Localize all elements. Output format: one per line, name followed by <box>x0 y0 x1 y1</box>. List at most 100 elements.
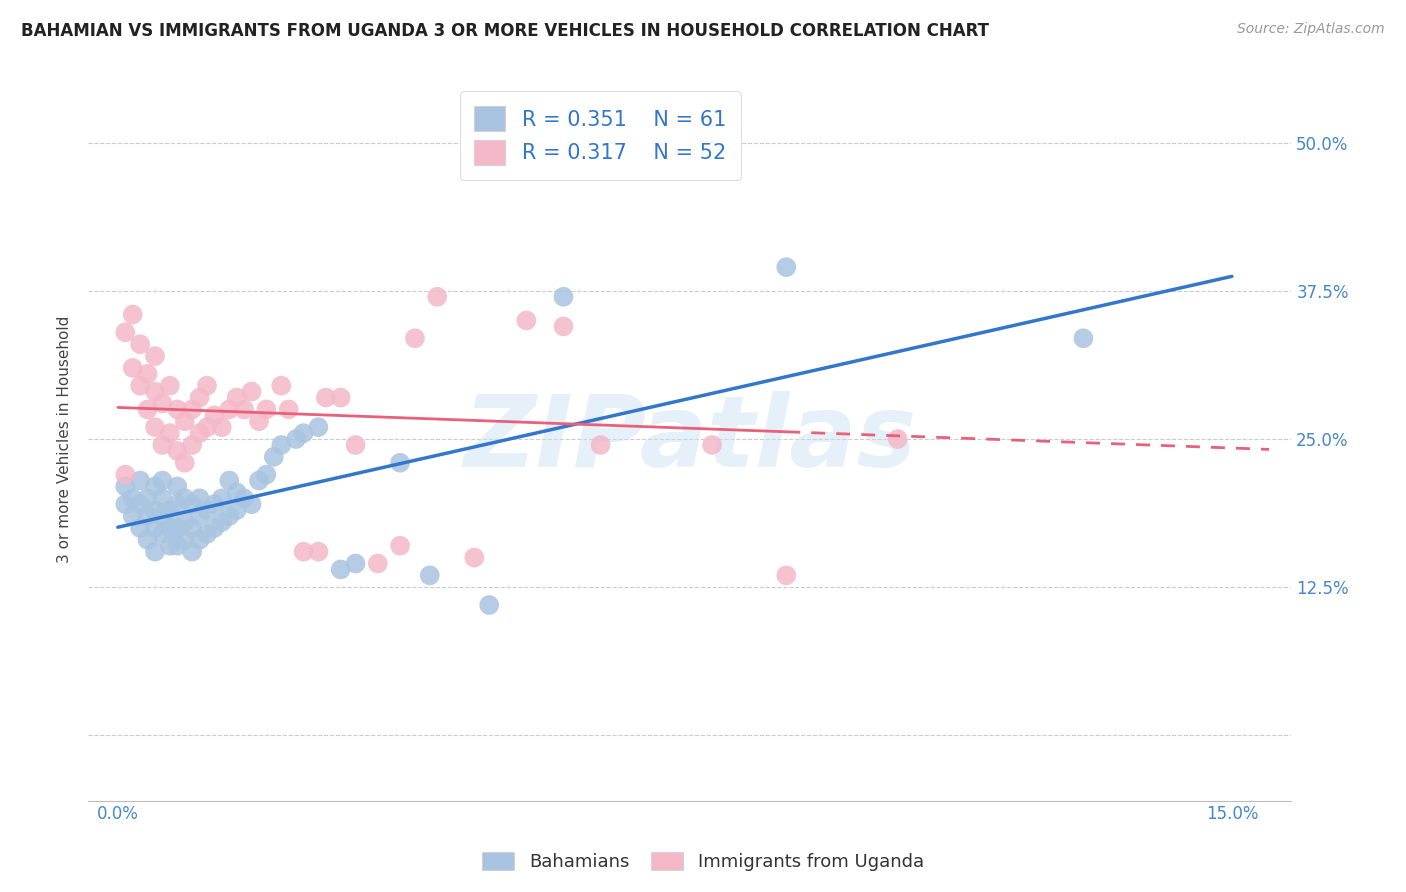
Point <box>775 260 797 274</box>
Point <box>270 438 292 452</box>
Point <box>515 313 537 327</box>
Point <box>307 544 329 558</box>
Y-axis label: 3 or more Vehicles in Household: 3 or more Vehicles in Household <box>58 316 72 563</box>
Point <box>173 414 195 428</box>
Point <box>463 550 485 565</box>
Point <box>225 391 247 405</box>
Point <box>1073 331 1095 345</box>
Point <box>700 438 723 452</box>
Point <box>159 378 181 392</box>
Legend: Bahamians, Immigrants from Uganda: Bahamians, Immigrants from Uganda <box>475 845 931 879</box>
Point <box>211 515 233 529</box>
Point <box>202 521 225 535</box>
Point <box>254 402 277 417</box>
Point <box>181 544 204 558</box>
Point <box>202 497 225 511</box>
Text: ZIPatlas: ZIPatlas <box>463 391 917 488</box>
Point <box>152 509 174 524</box>
Point <box>553 319 575 334</box>
Point <box>166 521 188 535</box>
Point <box>389 539 412 553</box>
Point <box>173 533 195 547</box>
Point <box>181 402 204 417</box>
Point <box>159 426 181 441</box>
Point <box>478 598 501 612</box>
Point <box>159 503 181 517</box>
Point <box>152 491 174 506</box>
Point <box>627 147 650 161</box>
Point <box>152 474 174 488</box>
Point <box>247 414 270 428</box>
Point <box>389 456 412 470</box>
Point <box>218 402 240 417</box>
Point <box>181 438 204 452</box>
Legend: R = 0.351    N = 61, R = 0.317    N = 52: R = 0.351 N = 61, R = 0.317 N = 52 <box>460 92 741 180</box>
Point <box>775 568 797 582</box>
Point <box>247 474 270 488</box>
Point <box>166 497 188 511</box>
Point <box>143 384 166 399</box>
Text: BAHAMIAN VS IMMIGRANTS FROM UGANDA 3 OR MORE VEHICLES IN HOUSEHOLD CORRELATION C: BAHAMIAN VS IMMIGRANTS FROM UGANDA 3 OR … <box>21 22 988 40</box>
Point <box>129 521 152 535</box>
Point <box>285 432 308 446</box>
Point <box>344 438 367 452</box>
Point <box>136 533 159 547</box>
Point <box>181 521 204 535</box>
Point <box>181 497 204 511</box>
Point <box>195 503 218 517</box>
Point <box>188 491 211 506</box>
Point <box>202 409 225 423</box>
Text: Source: ZipAtlas.com: Source: ZipAtlas.com <box>1237 22 1385 37</box>
Point <box>195 420 218 434</box>
Point <box>114 497 136 511</box>
Point <box>173 456 195 470</box>
Point <box>233 491 256 506</box>
Point <box>129 378 152 392</box>
Point <box>143 521 166 535</box>
Point <box>121 509 143 524</box>
Point <box>367 557 389 571</box>
Point <box>114 326 136 340</box>
Point <box>195 378 218 392</box>
Point <box>254 467 277 482</box>
Point <box>143 503 166 517</box>
Point <box>886 432 908 446</box>
Point <box>173 515 195 529</box>
Point <box>152 527 174 541</box>
Point <box>329 391 352 405</box>
Point <box>143 349 166 363</box>
Point <box>225 503 247 517</box>
Point <box>136 402 159 417</box>
Point <box>270 378 292 392</box>
Point <box>404 331 426 345</box>
Point <box>277 402 299 417</box>
Point <box>218 474 240 488</box>
Point <box>166 479 188 493</box>
Point <box>315 391 337 405</box>
Point <box>159 521 181 535</box>
Point <box>344 557 367 571</box>
Point <box>307 420 329 434</box>
Point <box>553 290 575 304</box>
Point <box>143 420 166 434</box>
Point <box>143 479 166 493</box>
Point <box>240 497 263 511</box>
Point <box>129 497 152 511</box>
Point <box>159 539 181 553</box>
Point <box>329 562 352 576</box>
Point <box>211 491 233 506</box>
Point <box>152 396 174 410</box>
Point <box>143 544 166 558</box>
Point <box>426 290 449 304</box>
Point <box>166 443 188 458</box>
Point <box>136 509 159 524</box>
Point <box>188 391 211 405</box>
Point <box>121 308 143 322</box>
Point <box>292 426 315 441</box>
Point <box>218 509 240 524</box>
Point <box>188 533 211 547</box>
Point <box>263 450 285 464</box>
Point <box>233 402 256 417</box>
Point <box>225 485 247 500</box>
Point <box>114 479 136 493</box>
